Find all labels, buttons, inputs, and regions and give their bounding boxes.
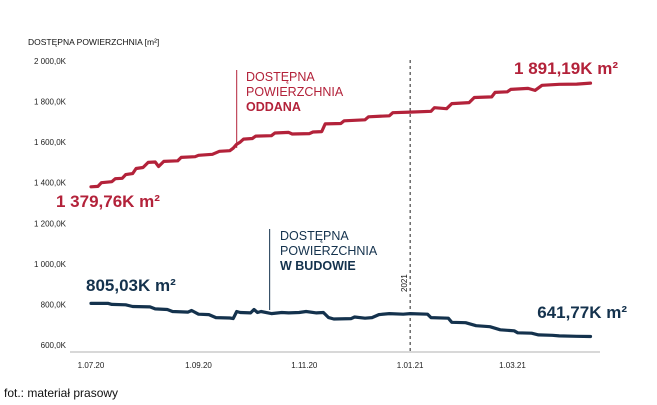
x-axis: 1.07.20 1.09.20 1.11.20 1.01.21 1.03.21: [70, 351, 600, 370]
oddana-end-value: 1 891,19K m²: [514, 59, 618, 78]
y-tick-label: 1 000,0K: [34, 260, 67, 269]
y-axis-title: DOSTĘPNA POWIERZCHNIA [m²]: [28, 37, 159, 47]
annotation-oddana-line: ODDANA: [246, 100, 301, 114]
photo-credit: fot.: materiał prasowy: [4, 386, 119, 400]
series-annotations: DOSTĘPNAPOWIERZCHNIAODDANADOSTĘPNAPOWIER…: [236, 70, 378, 310]
annotation-w-budowie-line: POWIERZCHNIA: [280, 244, 378, 258]
x-tick-label: 1.11.20: [291, 361, 318, 370]
annotation-w-budowie-line: W BUDOWIE: [280, 259, 356, 273]
y-tick-label: 1 400,0K: [34, 179, 67, 188]
x-tick-label: 1.09.20: [185, 361, 212, 370]
value-labels: 1 379,76K m² 1 891,19K m² 805,03K m² 641,77…: [56, 59, 627, 322]
y-tick-label: 1 600,0K: [34, 138, 67, 147]
series-line-w-budowie: [89, 301, 593, 339]
y-tick-label: 800,0K: [41, 300, 67, 309]
y-tick-label: 600,0K: [41, 341, 67, 350]
x-tick-label: 1.01.21: [397, 361, 424, 370]
y-tick-label: 1 200,0K: [34, 219, 67, 228]
series-lines: [89, 81, 593, 339]
annotation-oddana-line: DOSTĘPNA: [246, 70, 315, 84]
annotation-w-budowie-line: DOSTĘPNA: [280, 229, 349, 243]
w-budowie-end-value: 641,77K m²: [537, 303, 627, 322]
y-tick-label: 1 800,0K: [34, 98, 67, 107]
w-budowie-start-value: 805,03K m²: [86, 276, 176, 295]
year-divider: 2021: [400, 60, 411, 351]
divider-year-label: 2021: [400, 274, 409, 292]
x-tick-label: 1.07.20: [78, 361, 105, 370]
annotation-oddana-line: POWIERZCHNIA: [246, 85, 344, 99]
y-tick-label: 2 000,0K: [34, 57, 67, 66]
oddana-start-value: 1 379,76K m²: [56, 192, 160, 211]
y-axis: 2 000,0K 1 800,0K 1 600,0K 1 400,0K 1 200,0K…: [34, 57, 67, 350]
series-line-oddana: [89, 81, 593, 189]
x-tick-label: 1.03.21: [499, 361, 526, 370]
